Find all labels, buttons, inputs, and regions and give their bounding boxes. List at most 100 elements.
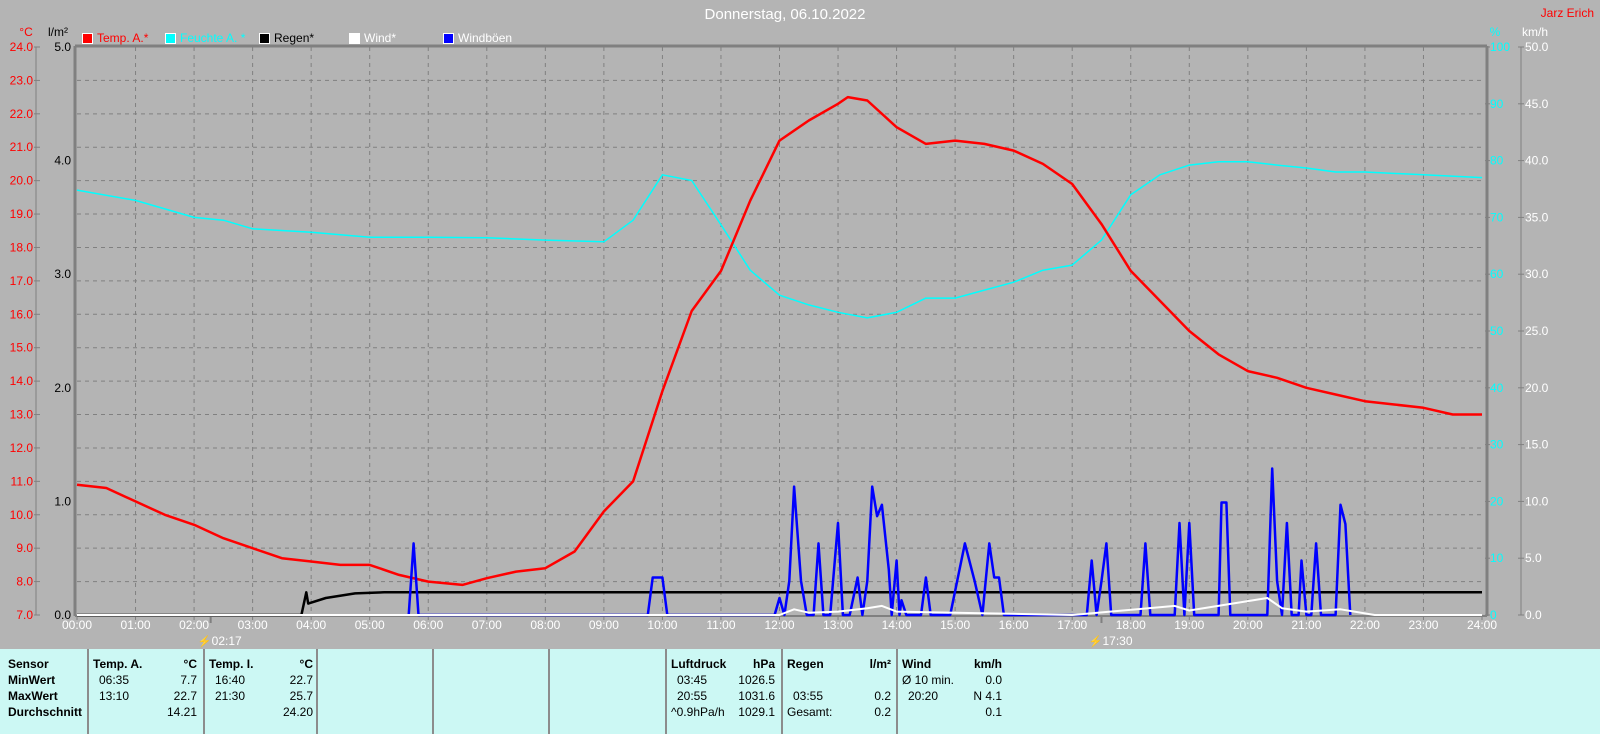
table-cell-value: 22.7 bbox=[173, 689, 197, 703]
table-cell-time: 20:55 bbox=[677, 689, 708, 703]
table-cell-value: 0.1 bbox=[985, 705, 1002, 719]
table-cell-value: 0.2 bbox=[874, 689, 891, 703]
series-line-rain bbox=[77, 591, 1482, 617]
temp-tick: 16.0 bbox=[10, 307, 34, 321]
temp-tick: 23.0 bbox=[10, 73, 34, 87]
table-cell-value: 24.20 bbox=[282, 705, 313, 719]
table-unit: °C bbox=[299, 657, 313, 671]
legend-rain: Regen* bbox=[259, 31, 314, 45]
x-tick: 19:00 bbox=[1174, 618, 1204, 632]
x-tick: 18:00 bbox=[1116, 618, 1146, 632]
temp-tick: 13.0 bbox=[10, 408, 34, 422]
table-header: Wind bbox=[902, 657, 932, 671]
temp-tick: 11.0 bbox=[11, 474, 34, 488]
legend-label-wind: Wind* bbox=[364, 31, 397, 45]
x-tick: 17:00 bbox=[1057, 618, 1087, 632]
humidity-tick: 30 bbox=[1490, 438, 1504, 452]
wind-tick: 25.0 bbox=[1525, 324, 1549, 338]
legend-swatch-humidity bbox=[165, 32, 176, 44]
temp-tick: 20.0 bbox=[10, 174, 34, 188]
wind-tick: 45.0 bbox=[1525, 97, 1549, 111]
temp-tick: 8.0 bbox=[16, 575, 33, 589]
table-cell-time: 03:55 bbox=[793, 689, 824, 703]
table-cell-time: Gesamt: bbox=[787, 705, 833, 719]
humidity-tick: 40 bbox=[1490, 381, 1504, 395]
temp-tick: 15.0 bbox=[10, 341, 34, 355]
table-header: Luftdruck bbox=[671, 657, 727, 671]
table-cell-value: 25.7 bbox=[289, 689, 313, 703]
x-tick: 16:00 bbox=[999, 618, 1029, 632]
rain-tick: 1.0 bbox=[54, 494, 71, 508]
x-tick: 20:00 bbox=[1233, 618, 1263, 632]
x-tick: 11:00 bbox=[706, 618, 735, 632]
table-cell-time: ^0.9hPa/h bbox=[671, 705, 725, 719]
humidity-tick: 90 bbox=[1490, 97, 1504, 111]
chart-title: Donnerstag, 06.10.2022 bbox=[704, 6, 866, 23]
x-tick: 06:00 bbox=[413, 618, 443, 632]
temp-tick: 14.0 bbox=[10, 374, 34, 388]
legend-label-rain: Regen* bbox=[274, 31, 315, 45]
x-tick: 13:00 bbox=[823, 618, 853, 632]
table-cell-time: 06:35 bbox=[99, 673, 130, 687]
x-tick: 09:00 bbox=[589, 618, 619, 632]
legend-swatch-temp bbox=[82, 32, 93, 44]
series-line-humidity bbox=[76, 160, 1483, 319]
table-divider bbox=[203, 649, 205, 734]
sunrise-icon: ⚡ bbox=[198, 635, 212, 648]
wind-tick: 10.0 bbox=[1525, 494, 1549, 508]
wind-tick: 15.0 bbox=[1525, 438, 1549, 452]
x-tick: 23:00 bbox=[1408, 618, 1438, 632]
table-cell-time: 03:45 bbox=[677, 673, 708, 687]
temp-tick: 18.0 bbox=[10, 240, 34, 254]
legend-label-temp: Temp. A.* bbox=[97, 31, 149, 45]
x-tick: 12:00 bbox=[764, 618, 794, 632]
marker-label: 02:17 bbox=[212, 634, 242, 648]
x-tick: 24:00 bbox=[1467, 618, 1497, 632]
x-tick: 10:00 bbox=[647, 618, 677, 632]
humidity-tick: 70 bbox=[1490, 210, 1504, 224]
sunset-icon: ⚡ bbox=[1088, 635, 1102, 648]
humidity-tick: 10 bbox=[1490, 551, 1504, 565]
table-cell-value: 1026.5 bbox=[738, 673, 775, 687]
table-unit: hPa bbox=[752, 657, 775, 671]
table-row-label: Durchschnitt bbox=[8, 705, 83, 719]
x-tick: 05:00 bbox=[355, 618, 385, 632]
table-divider bbox=[432, 649, 434, 734]
wind-tick: 0.0 bbox=[1525, 608, 1542, 622]
author-label: Jarz Erich bbox=[1540, 6, 1594, 20]
legend-swatch-gusts bbox=[443, 32, 454, 44]
table-divider bbox=[781, 649, 783, 734]
table-cell-time: Ø 10 min. bbox=[902, 673, 955, 687]
table-unit: °C bbox=[183, 657, 197, 671]
x-tick: 21:00 bbox=[1291, 618, 1321, 632]
table-cell-value: 1029.1 bbox=[738, 705, 775, 719]
x-tick: 07:00 bbox=[472, 618, 502, 632]
temp-axis-unit: °C bbox=[19, 25, 33, 39]
table-cell-value: 22.7 bbox=[289, 673, 313, 687]
humidity-tick: 100 bbox=[1490, 40, 1510, 54]
legend-label-humidity: Feuchte A. * bbox=[180, 31, 246, 45]
table-row-label: MinWert bbox=[8, 673, 56, 687]
rain-tick: 0.0 bbox=[54, 608, 71, 622]
table-cell-value: 1031.6 bbox=[738, 689, 775, 703]
temp-tick: 17.0 bbox=[10, 274, 34, 288]
table-header: Sensor bbox=[8, 657, 49, 671]
temp-tick: 24.0 bbox=[10, 40, 34, 54]
temp-tick: 9.0 bbox=[16, 541, 33, 555]
humidity-tick: 20 bbox=[1490, 494, 1504, 508]
x-tick: 01:00 bbox=[121, 618, 151, 632]
temp-tick: 22.0 bbox=[10, 107, 34, 121]
wind-tick: 50.0 bbox=[1525, 40, 1549, 54]
table-header: Temp. I. bbox=[209, 657, 254, 671]
humidity-tick: 0 bbox=[1490, 608, 1497, 622]
temp-tick: 10.0 bbox=[10, 508, 34, 522]
wind-axis-unit: km/h bbox=[1522, 25, 1548, 39]
humidity-tick: 60 bbox=[1490, 267, 1504, 281]
legend-label-gusts: Windböen bbox=[458, 31, 513, 45]
humidity-tick: 50 bbox=[1490, 324, 1504, 338]
series-line-gusts bbox=[407, 467, 1352, 617]
weather-chart: °C l/m²% km/h 24.0 23.0 22.0 21.0 20.0 19.0 18.0 1… bbox=[10, 25, 1549, 648]
table-divider bbox=[316, 649, 318, 734]
table-cell-time: 16:40 bbox=[215, 673, 246, 687]
table-cell-time: 20:20 bbox=[908, 689, 939, 703]
